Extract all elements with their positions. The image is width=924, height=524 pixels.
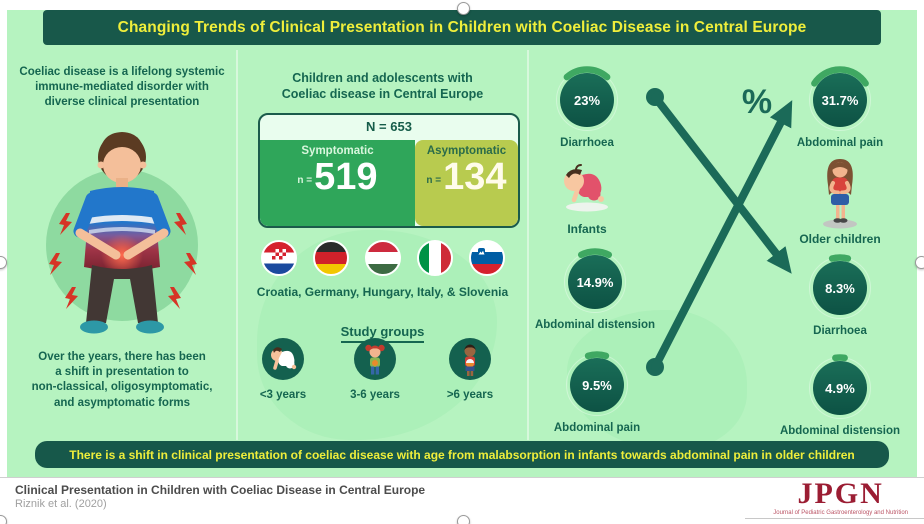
group-label-under3: <3 years: [259, 389, 307, 401]
percent-symbol: %: [741, 83, 773, 121]
group-label-over6: >6 years: [446, 389, 494, 401]
gauge-older-diarrhoea: 8.3%: [809, 254, 871, 319]
flag-slovenia-icon: [468, 240, 505, 276]
title-banner: Changing Trends of Clinical Presentation…: [43, 10, 881, 45]
flag-germany-icon: [312, 240, 349, 276]
pain-bolt-icons: [49, 213, 197, 309]
footer-title: Clinical Presentation in Children with C…: [15, 483, 426, 497]
flag-croatia-icon: [260, 240, 297, 276]
older-children-label: Older children: [799, 232, 881, 246]
total-n-label: N = 653: [366, 119, 412, 134]
conclusion-banner: There is a shift in clinical presentatio…: [35, 441, 889, 468]
selection-handle-bottom-left[interactable]: [0, 514, 7, 524]
outro-text: Over the years, there has been a shift i…: [31, 351, 213, 409]
study-groups-title: Study groups: [237, 309, 528, 343]
footer-citation: Riznik et al. (2020): [15, 498, 107, 510]
asymptomatic-value: 134: [443, 156, 507, 198]
label-infants-distension: Abdominal distension: [534, 319, 656, 331]
infants-label: Infants: [567, 222, 607, 236]
journal-logo: JPGN Journal of Pediatric Gastroenterolo…: [773, 477, 908, 517]
symptomatic-box: Symptomatic n =519: [260, 140, 415, 226]
label-infants-diarrhoea: Diarrhoea: [560, 137, 614, 149]
abdominal-pain-trend-arrow: [646, 100, 793, 376]
panel-divider-right: [527, 50, 529, 440]
asymptomatic-box: Asymptomatic n =134: [415, 140, 518, 226]
flag-italy-icon: [416, 240, 453, 276]
middle-panel: Children and adolescents with Coeliac di…: [237, 45, 528, 441]
boy-abdominal-pain-illustration: [22, 117, 222, 345]
flag-hungary-icon: [364, 240, 401, 276]
study-group-3to6: 3-6 years: [332, 338, 418, 401]
intro-text: Coeliac disease is a lifelong systemic i…: [19, 66, 225, 109]
right-panel: % 23% Diarrhoea Infants: [528, 45, 917, 441]
page-title: Changing Trends of Clinical Presentation…: [117, 18, 807, 36]
svg-text:9.5%: 9.5%: [582, 378, 612, 393]
baby-icon: [262, 338, 304, 380]
study-group-over6: >6 years: [427, 338, 513, 401]
journal-full-name: Journal of Pediatric Gastroenterology an…: [773, 510, 908, 516]
selection-handle-top[interactable]: [456, 1, 470, 15]
selection-handle-bottom[interactable]: [456, 514, 470, 524]
conclusion-text: There is a shift in clinical presentatio…: [69, 447, 855, 462]
journal-abbr: JPGN: [797, 477, 884, 510]
older-kid-icon: [449, 338, 491, 380]
label-infants-abdominal-pain: Abdominal pain: [553, 422, 641, 434]
svg-text:14.9%: 14.9%: [577, 275, 614, 290]
svg-text:23%: 23%: [574, 93, 600, 108]
infant-illustration: [552, 157, 622, 220]
gauge-infants-abdominal-pain: 9.5%: [566, 351, 628, 416]
study-group-under3: <3 years: [240, 338, 326, 401]
gauge-infants-distension: 14.9%: [564, 248, 626, 313]
left-panel: Coeliac disease is a lifelong systemic i…: [7, 45, 237, 441]
asymptomatic-label: Asymptomatic: [426, 145, 507, 157]
selection-handle-left[interactable]: [0, 255, 7, 269]
label-older-diarrhoea: Diarrhoea: [813, 325, 867, 337]
cohort-card: N = 653 Symptomatic n =519 Asymptomatic …: [258, 113, 520, 228]
asymptomatic-n-prefix: n =: [426, 175, 442, 186]
young-girl-icon: [354, 338, 396, 380]
label-older-abdominal-pain: Abdominal pain: [796, 137, 884, 149]
countries-list: Croatia, Germany, Hungary, Italy, & Slov…: [256, 285, 509, 299]
footer-rule: [745, 518, 924, 519]
selection-handle-right[interactable]: [915, 255, 924, 269]
gauge-infants-diarrhoea: 23%: [556, 66, 618, 131]
svg-text:4.9%: 4.9%: [825, 381, 855, 396]
label-older-distension: Abdominal distension: [779, 425, 901, 437]
symptomatic-label: Symptomatic: [301, 145, 374, 157]
group-label-3to6: 3-6 years: [350, 389, 400, 401]
country-flags-row: [237, 240, 528, 276]
gauge-older-abdominal-pain: 31.7%: [809, 66, 871, 131]
svg-text:31.7%: 31.7%: [822, 93, 859, 108]
gauge-older-distension: 4.9%: [809, 354, 871, 419]
symptomatic-value: 519: [314, 156, 378, 198]
boy-illustration-svg: [46, 132, 198, 334]
symptomatic-n-prefix: n =: [297, 175, 313, 186]
cohort-header: Children and adolescents with Coeliac di…: [281, 71, 484, 102]
panel-divider-left: [236, 50, 238, 440]
infographic-canvas[interactable]: Changing Trends of Clinical Presentation…: [7, 10, 917, 477]
older-child-illustration: [805, 153, 875, 236]
svg-text:8.3%: 8.3%: [825, 281, 855, 296]
